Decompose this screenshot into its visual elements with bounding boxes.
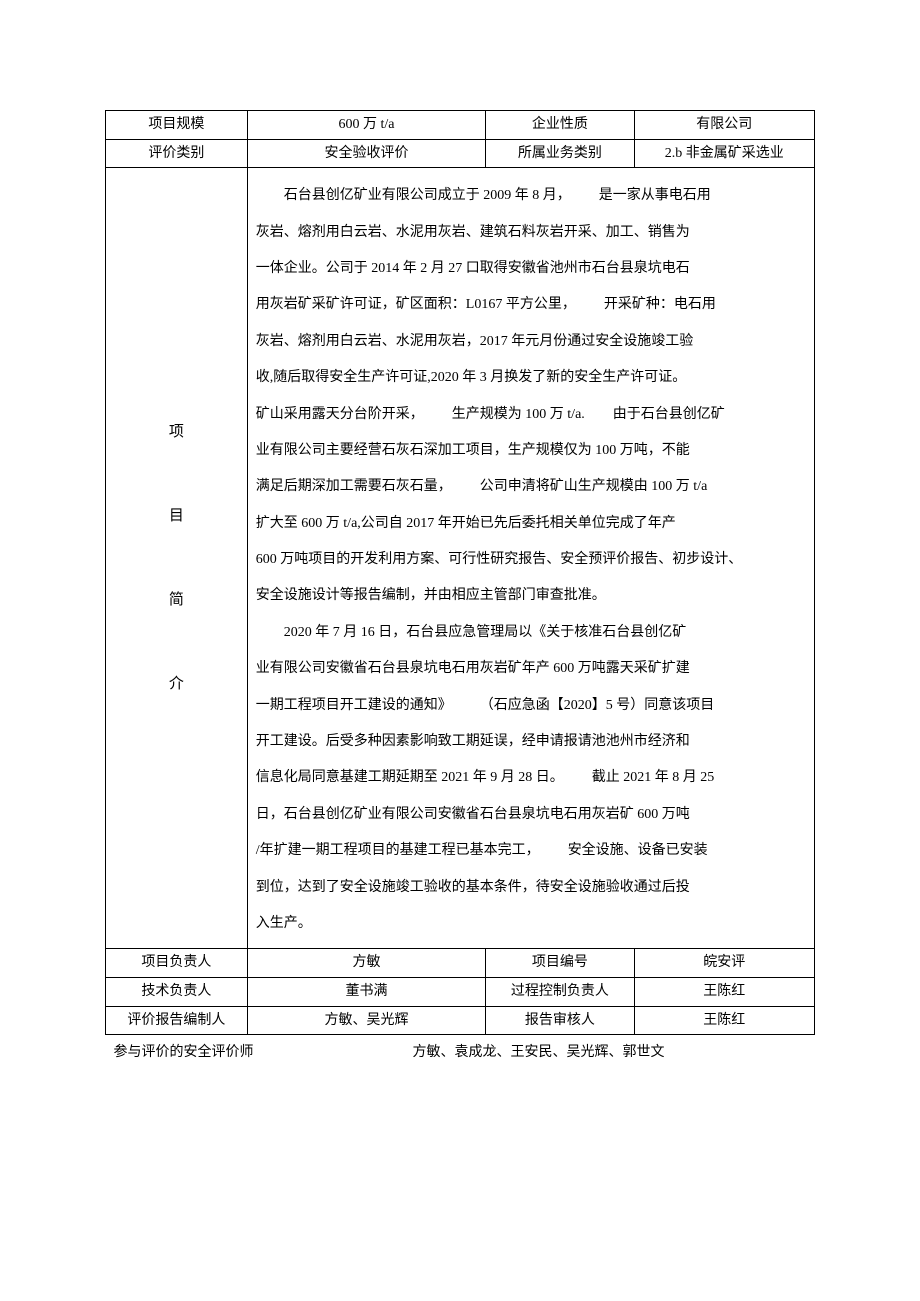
row-project-intro: 项目简介 石台县创亿矿业有限公司成立于 2009 年 8 月，是一家从事电石用 … xyxy=(106,168,815,949)
row-eval-category: 评价类别 安全验收评价 所属业务类别 2.b 非金属矿采选业 xyxy=(106,139,815,168)
intro-line: 灰岩、熔剂用白云岩、水泥用灰岩，2017 年元月份通过安全设施竣工验 xyxy=(256,324,806,360)
row-project-lead: 项目负责人 方敏 项目编号 皖安评 xyxy=(106,949,815,978)
value-report-author: 方敏、吴光辉 xyxy=(247,1006,485,1035)
intro-line: /年扩建一期工程项目的基建工程已基本完工，安全设施、设备已安装 xyxy=(256,833,806,869)
intro-line: 扩大至 600 万 t/a,公司自 2017 年开始已先后委托相关单位完成了年产 xyxy=(256,506,806,542)
intro-line: 一体企业。公司于 2014 年 2 月 27 口取得安徽省池州市石台县泉坑电石 xyxy=(256,251,806,287)
intro-line: 业有限公司安徽省石台县泉坑电石用灰岩矿年产 600 万吨露天采矿扩建 xyxy=(256,651,806,687)
intro-line: 矿山采用露天分台阶开采，生产规模为 100 万 t/a.由于石台县创亿矿 xyxy=(256,397,806,433)
value-process-control-lead: 王陈红 xyxy=(634,977,815,1006)
value-eval-category: 安全验收评价 xyxy=(247,139,485,168)
label-report-reviewer: 报告审核人 xyxy=(486,1006,634,1035)
intro-line: 入生产。 xyxy=(256,906,806,942)
label-evaluators: 参与评价的安全评价师 xyxy=(105,1035,262,1067)
label-project-intro: 项目简介 xyxy=(106,168,248,949)
value-enterprise-nature: 有限公司 xyxy=(634,111,815,140)
row-tech-lead: 技术负责人 董书满 过程控制负责人 王陈红 xyxy=(106,977,815,1006)
value-business-category: 2.b 非金属矿采选业 xyxy=(634,139,815,168)
intro-line: 600 万吨项目的开发利用方案、可行性研究报告、安全预评价报告、初步设计、 xyxy=(256,542,806,578)
value-tech-lead: 董书满 xyxy=(247,977,485,1006)
intro-para-2: 2020 年 7 月 16 日，石台县应急管理局以《关于核准石台县创亿矿 xyxy=(256,615,806,651)
intro-line: 灰岩、熔剂用白云岩、水泥用灰岩、建筑石料灰岩开采、加工、销售为 xyxy=(256,215,806,251)
intro-line: 安全设施设计等报告编制，并由相应主管部门审查批准。 xyxy=(256,578,806,614)
value-project-intro: 石台县创亿矿业有限公司成立于 2009 年 8 月，是一家从事电石用 灰岩、熔剂… xyxy=(247,168,814,949)
label-project-number: 项目编号 xyxy=(486,949,634,978)
value-project-number: 皖安评 xyxy=(634,949,815,978)
label-enterprise-nature: 企业性质 xyxy=(486,111,634,140)
intro-line: 满足后期深加工需要石灰石量，公司申清将矿山生产规模由 100 万 t/a xyxy=(256,469,806,505)
value-project-scale: 600 万 t/a xyxy=(247,111,485,140)
intro-line: 用灰岩矿采矿许可证，矿区面积：L0167 平方公里，开采矿种：电石用 xyxy=(256,287,806,323)
intro-line: 业有限公司主要经营石灰石深加工项目，生产规模仅为 100 万吨，不能 xyxy=(256,433,806,469)
label-project-lead: 项目负责人 xyxy=(106,949,248,978)
label-eval-category: 评价类别 xyxy=(106,139,248,168)
intro-para-1: 石台县创亿矿业有限公司成立于 2009 年 8 月，是一家从事电石用 xyxy=(256,178,806,214)
label-process-control-lead: 过程控制负责人 xyxy=(486,977,634,1006)
value-report-reviewer: 王陈红 xyxy=(634,1006,815,1035)
row-report-author: 评价报告编制人 方敏、吴光辉 报告审核人 王陈红 xyxy=(106,1006,815,1035)
label-business-category: 所属业务类别 xyxy=(486,139,634,168)
intro-line: 收,随后取得安全生产许可证,2020 年 3 月换发了新的安全生产许可证。 xyxy=(256,360,806,396)
bottom-table: 参与评价的安全评价师 方敏、袁成龙、王安民、吴光辉、郭世文 xyxy=(105,1035,815,1067)
row-project-scale: 项目规模 600 万 t/a 企业性质 有限公司 xyxy=(106,111,815,140)
intro-line: 到位，达到了安全设施竣工验收的基本条件，待安全设施验收通过后投 xyxy=(256,870,806,906)
intro-line: 一期工程项目开工建设的通知》（石应急函【2020】5 号）同意该项目 xyxy=(256,688,806,724)
row-evaluators: 参与评价的安全评价师 方敏、袁成龙、王安民、吴光辉、郭世文 xyxy=(105,1035,815,1067)
intro-line: 日，石台县创亿矿业有限公司安徽省石台县泉坑电石用灰岩矿 600 万吨 xyxy=(256,797,806,833)
intro-line: 开工建设。后受多种因素影响致工期延误，经申请报请池池州市经济和 xyxy=(256,724,806,760)
value-evaluators: 方敏、袁成龙、王安民、吴光辉、郭世文 xyxy=(262,1035,815,1067)
value-project-lead: 方敏 xyxy=(247,949,485,978)
info-table: 项目规模 600 万 t/a 企业性质 有限公司 评价类别 安全验收评价 所属业… xyxy=(105,110,815,1035)
label-project-scale: 项目规模 xyxy=(106,111,248,140)
label-tech-lead: 技术负责人 xyxy=(106,977,248,1006)
intro-line: 信息化局同意基建工期延期至 2021 年 9 月 28 日。截止 2021 年 … xyxy=(256,760,806,796)
document-page: 项目规模 600 万 t/a 企业性质 有限公司 评价类别 安全验收评价 所属业… xyxy=(0,0,920,1067)
label-report-author: 评价报告编制人 xyxy=(106,1006,248,1035)
